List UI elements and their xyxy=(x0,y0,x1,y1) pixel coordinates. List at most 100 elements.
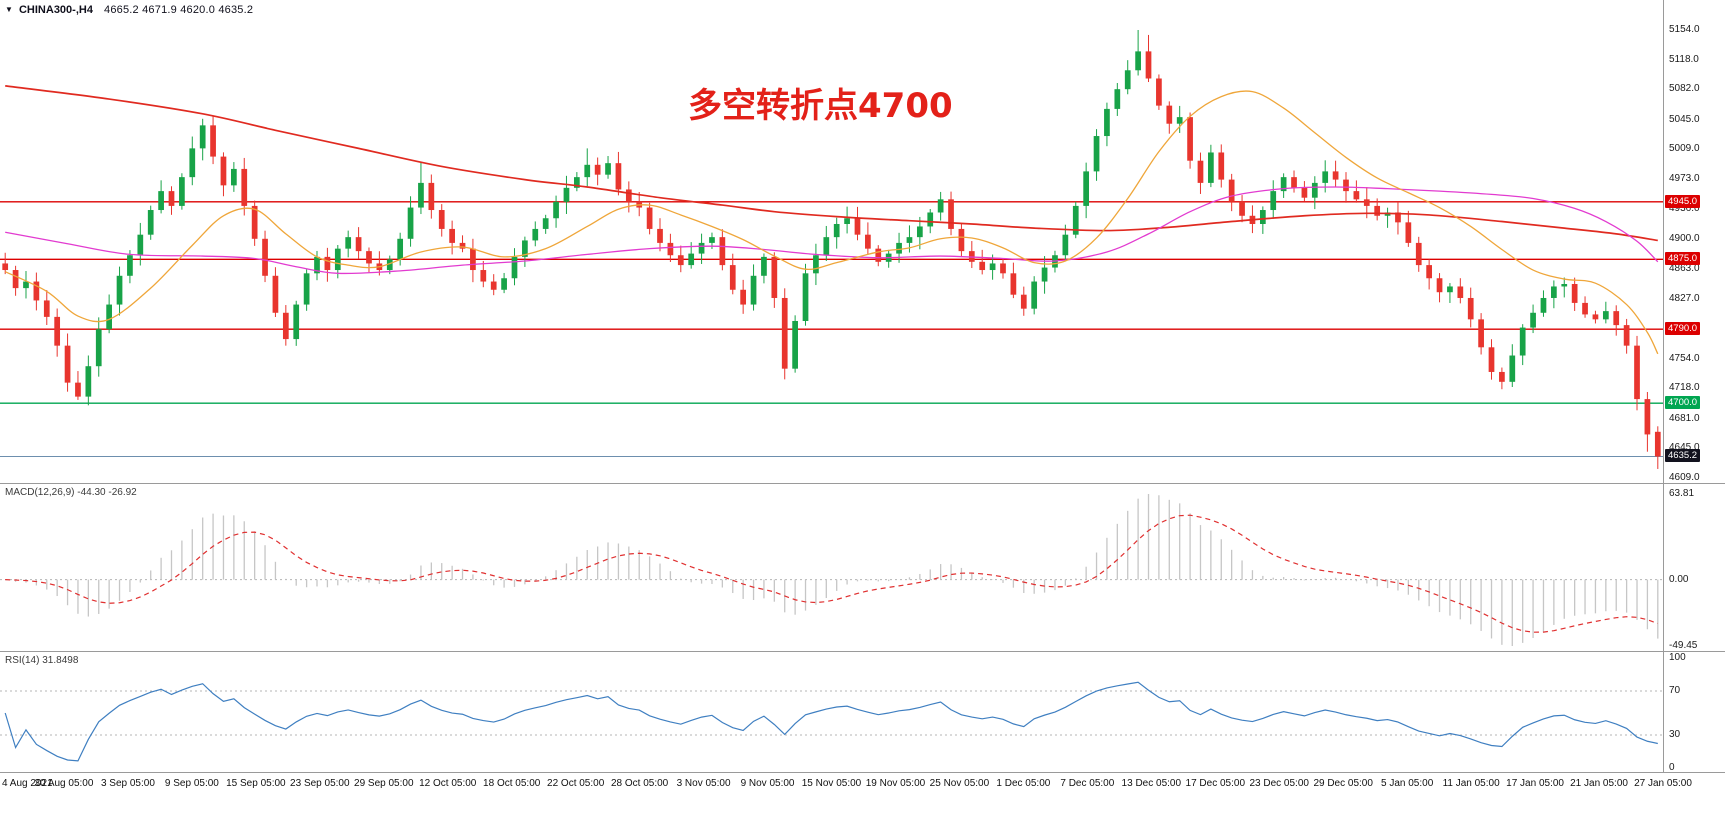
time-axis-label[interactable]: 29 Sep 05:00 xyxy=(354,778,414,789)
candle-body xyxy=(989,263,996,271)
ma-orange-line xyxy=(4,90,1659,355)
price-level-badge: 4945.0 xyxy=(1665,194,1701,208)
candle-body xyxy=(1041,267,1048,282)
candle-body xyxy=(1540,297,1547,313)
candle-body xyxy=(740,289,747,305)
candle-body xyxy=(220,156,227,186)
candle-body xyxy=(1551,286,1557,298)
candle-body xyxy=(1519,327,1526,356)
time-axis-label[interactable]: 12 Oct 05:00 xyxy=(419,778,477,789)
candle-body xyxy=(1208,152,1214,183)
time-axis-label[interactable]: 23 Sep 05:00 xyxy=(290,778,350,789)
time-axis-label[interactable]: 30 Aug 05:00 xyxy=(34,778,94,789)
candle-body xyxy=(1020,294,1027,309)
candle-body xyxy=(1467,297,1474,320)
candle-body xyxy=(750,275,757,305)
candle-body xyxy=(314,256,320,274)
candle-body xyxy=(168,191,175,206)
rsi-tick-label: 0 xyxy=(1669,762,1675,773)
candle-body xyxy=(303,273,310,305)
candle-body xyxy=(1124,70,1131,90)
candle-body xyxy=(625,189,632,202)
time-axis-label[interactable]: 11 Jan 05:00 xyxy=(1442,778,1500,789)
time-axis-label[interactable]: 19 Nov 05:00 xyxy=(865,778,926,789)
candle-body xyxy=(1561,284,1568,287)
candle-body xyxy=(1301,187,1308,198)
candle-body xyxy=(563,187,570,202)
time-axis-label[interactable]: 13 Dec 05:00 xyxy=(1121,778,1182,789)
time-axis-label[interactable]: 3 Sep 05:00 xyxy=(100,778,155,789)
candle-body xyxy=(231,168,237,186)
candle-body xyxy=(1031,281,1038,309)
time-axis-label[interactable]: 21 Jan 05:00 xyxy=(1570,778,1628,789)
candle-body xyxy=(1654,431,1661,457)
candle-body xyxy=(1228,179,1235,202)
candle-body xyxy=(1291,177,1297,188)
time-axis-label[interactable]: 1 Dec 05:00 xyxy=(996,778,1051,789)
time-axis-label[interactable]: 5 Jan 05:00 xyxy=(1381,778,1434,789)
time-axis-label[interactable]: 18 Oct 05:00 xyxy=(483,778,541,789)
price-level-badge: 4790.0 xyxy=(1665,322,1701,336)
time-axis-label[interactable]: 23 Dec 05:00 xyxy=(1249,778,1309,789)
candle-body xyxy=(542,218,549,229)
candle-body xyxy=(23,281,29,289)
candle-body xyxy=(251,205,258,239)
candle-body xyxy=(43,300,50,317)
candle-body xyxy=(1634,345,1640,400)
time-axis-label[interactable]: 3 Nov 05:00 xyxy=(676,778,731,789)
symbol-dropdown-icon[interactable]: ▼ xyxy=(5,5,13,14)
time-axis-label[interactable]: 15 Sep 05:00 xyxy=(226,778,286,789)
ohlc-values: 4665.2 4671.9 4620.0 4635.2 xyxy=(104,4,254,16)
candle-body xyxy=(605,163,611,175)
time-axis-label[interactable]: 29 Dec 05:00 xyxy=(1313,778,1373,789)
candle-body xyxy=(1602,311,1609,320)
candle-body xyxy=(490,281,497,290)
price-tick-label: 4827.0 xyxy=(1669,292,1700,304)
candle-body xyxy=(761,256,767,276)
time-axis-label[interactable]: 9 Nov 05:00 xyxy=(740,778,795,789)
candle-body xyxy=(54,316,61,346)
candle-body xyxy=(1197,160,1204,183)
candle-body xyxy=(698,242,705,254)
candle-body xyxy=(438,210,445,229)
candle-body xyxy=(906,237,913,243)
candle-body xyxy=(584,164,591,178)
candle-body xyxy=(1187,117,1193,161)
candle-body xyxy=(677,255,684,266)
candle-body xyxy=(1415,242,1422,266)
time-axis-label[interactable]: 27 Jan 05:00 xyxy=(1634,778,1692,789)
time-axis-label[interactable]: 22 Oct 05:00 xyxy=(547,778,605,789)
candle-body xyxy=(823,237,830,256)
candle-body xyxy=(334,248,341,271)
candle-body xyxy=(854,218,861,235)
rsi-tick-label: 30 xyxy=(1669,729,1681,740)
time-axis-label[interactable]: 4 Aug 2021 xyxy=(2,778,53,789)
price-tick-label: 4718.0 xyxy=(1669,382,1700,394)
candle-body xyxy=(958,228,965,252)
candles-layer[interactable] xyxy=(2,30,1661,469)
candle-body xyxy=(397,238,404,260)
candle-body xyxy=(1166,105,1173,124)
candle-body xyxy=(1436,278,1443,293)
horizontal-price-lines[interactable] xyxy=(0,201,1663,457)
time-axis-label[interactable]: 9 Sep 05:00 xyxy=(164,778,219,789)
candle-body xyxy=(792,320,798,369)
time-axis-label[interactable]: 17 Dec 05:00 xyxy=(1185,778,1246,789)
price-tick-label: 4609.0 xyxy=(1669,472,1700,483)
candle-body xyxy=(1104,108,1110,137)
time-axis-label[interactable]: 7 Dec 05:00 xyxy=(1060,778,1115,789)
macd-tick-label: 63.81 xyxy=(1669,488,1695,499)
candle-body xyxy=(709,237,715,243)
candle-body xyxy=(345,237,352,249)
candle-body xyxy=(470,248,476,271)
time-axis-label[interactable]: 28 Oct 05:00 xyxy=(610,778,669,789)
ma-red-line xyxy=(5,85,1658,242)
candle-body xyxy=(1176,117,1183,124)
candle-body xyxy=(771,256,778,298)
ma-magenta-line xyxy=(5,186,1659,275)
time-axis-label[interactable]: 25 Nov 05:00 xyxy=(929,778,990,789)
time-axis-label[interactable]: 15 Nov 05:00 xyxy=(801,778,862,789)
time-axis-label[interactable]: 17 Jan 05:00 xyxy=(1506,778,1564,789)
